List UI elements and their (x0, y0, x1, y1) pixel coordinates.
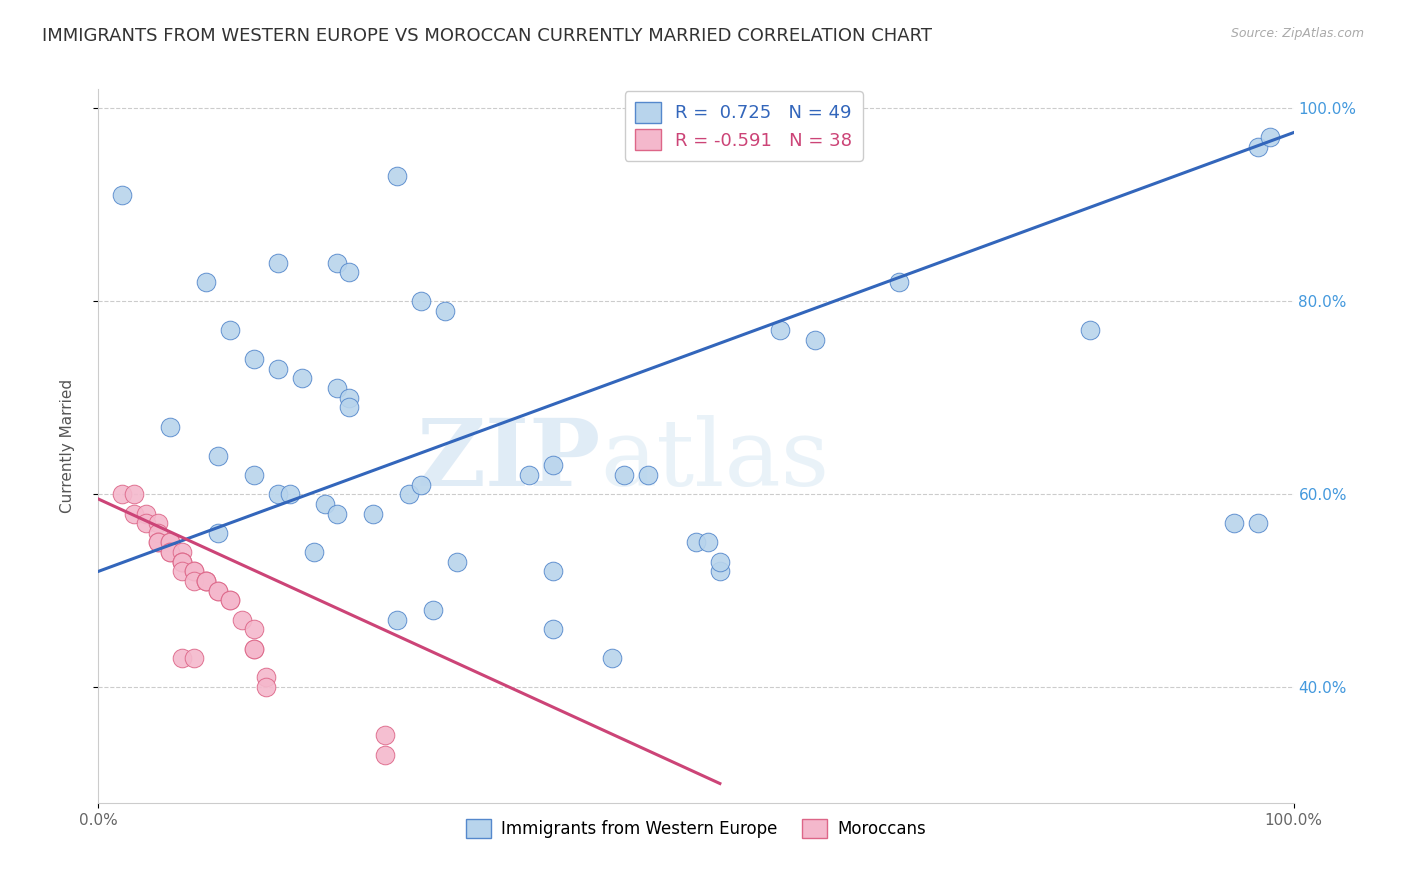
Point (159, 545, 181, 559)
Point (339, 265, 361, 279)
Point (243, 641, 266, 656)
Point (267, 256, 290, 270)
Point (207, 583, 229, 598)
Point (172, 545, 194, 559)
Point (434, 304, 457, 318)
Point (411, 477, 433, 491)
Point (183, 565, 205, 579)
Point (697, 535, 720, 549)
Point (339, 401, 361, 415)
Point (363, 507, 385, 521)
Point (243, 641, 266, 656)
Point (541, 565, 564, 579)
Point (254, 670, 277, 684)
Point (172, 555, 194, 569)
Point (602, 651, 624, 665)
Point (411, 294, 433, 309)
Point (172, 555, 194, 569)
Point (159, 535, 181, 549)
Point (517, 467, 540, 482)
Point (804, 333, 827, 347)
Point (1258, 130, 1281, 145)
Point (326, 381, 349, 395)
Legend: Immigrants from Western Europe, Moroccans: Immigrants from Western Europe, Moroccan… (460, 812, 932, 845)
Text: Source: ZipAtlas.com: Source: ZipAtlas.com (1230, 27, 1364, 40)
Point (1080, 323, 1102, 337)
Point (135, 516, 157, 530)
Point (385, 169, 409, 183)
Point (267, 487, 290, 501)
Point (1247, 140, 1270, 154)
Point (446, 555, 468, 569)
Text: IMMIGRANTS FROM WESTERN EUROPE VS MOROCCAN CURRENTLY MARRIED CORRELATION CHART: IMMIGRANTS FROM WESTERN EUROPE VS MOROCC… (42, 27, 932, 45)
Point (195, 275, 218, 289)
Point (159, 545, 181, 559)
Point (219, 593, 242, 607)
Point (183, 565, 205, 579)
Point (422, 603, 444, 617)
Point (302, 545, 325, 559)
Point (374, 747, 396, 762)
Point (243, 622, 266, 636)
Point (219, 323, 242, 337)
Point (243, 352, 266, 367)
Point (195, 574, 218, 588)
Y-axis label: Currently Married: Currently Married (60, 379, 75, 513)
Point (207, 449, 229, 463)
Point (148, 525, 170, 540)
Point (1223, 516, 1246, 530)
Point (195, 574, 218, 588)
Point (172, 651, 194, 665)
Point (231, 613, 253, 627)
Point (124, 487, 146, 501)
Point (1247, 516, 1270, 530)
Point (172, 565, 194, 579)
Point (183, 651, 205, 665)
Text: atlas: atlas (600, 416, 830, 505)
Point (124, 507, 146, 521)
Point (172, 555, 194, 569)
Point (278, 487, 301, 501)
Point (148, 535, 170, 549)
Point (159, 419, 181, 434)
Point (195, 574, 218, 588)
Point (541, 458, 564, 473)
Point (709, 565, 731, 579)
Point (315, 497, 337, 511)
Point (768, 323, 790, 337)
Point (267, 362, 290, 376)
Point (207, 583, 229, 598)
Point (709, 555, 731, 569)
Point (148, 535, 170, 549)
Point (111, 487, 134, 501)
Point (326, 507, 349, 521)
Point (326, 256, 349, 270)
Point (183, 574, 205, 588)
Point (637, 467, 659, 482)
Point (339, 391, 361, 405)
Point (111, 188, 134, 202)
Point (148, 516, 170, 530)
Point (685, 535, 707, 549)
Point (243, 467, 266, 482)
Point (207, 525, 229, 540)
Point (135, 507, 157, 521)
Text: ZIP: ZIP (416, 416, 600, 505)
Point (219, 593, 242, 607)
Point (889, 275, 911, 289)
Point (254, 680, 277, 694)
Point (398, 487, 420, 501)
Point (374, 728, 396, 742)
Point (291, 371, 314, 385)
Point (159, 535, 181, 549)
Point (613, 467, 636, 482)
Point (541, 622, 564, 636)
Point (385, 613, 409, 627)
